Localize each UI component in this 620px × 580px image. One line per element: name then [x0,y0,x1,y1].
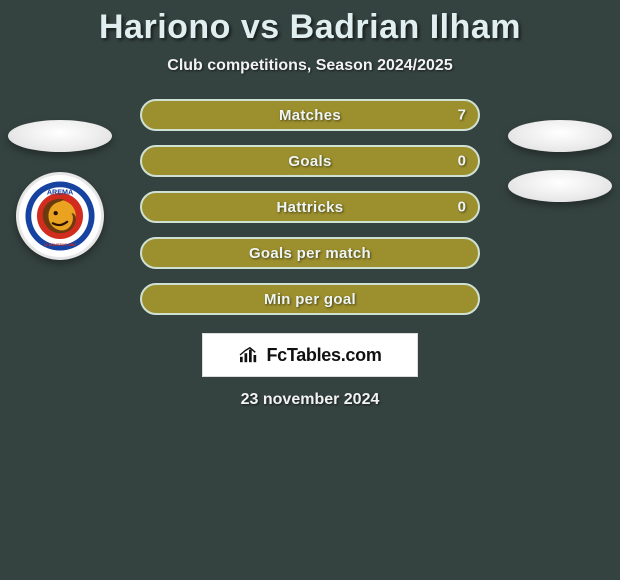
bar-chart-icon [238,346,260,364]
stat-value: 0 [458,199,466,216]
page-subtitle: Club competitions, Season 2024/2025 [0,57,620,75]
stat-row-hattricks: Hattricks 0 [140,191,480,223]
right-column [508,120,612,202]
badge-subtext: 11 AGUSTUS 1987 [44,243,76,247]
stat-row-goals: Goals 0 [140,145,480,177]
badge-title: AREMA [47,187,73,196]
arema-logo-icon: AREMA 11 AGUSTUS 1987 [24,180,96,252]
stat-label: Matches [279,107,341,124]
stat-row-matches: Matches 7 [140,99,480,131]
stat-value: 7 [458,107,466,124]
club-badge-arema: AREMA 11 AGUSTUS 1987 [16,172,104,260]
page-title: Hariono vs Badrian Ilham [0,0,620,47]
brand-text: FcTables.com [266,345,381,366]
footer-date: 23 november 2024 [0,391,620,409]
player-ellipse-right-2 [508,170,612,202]
stat-row-min-per-goal: Min per goal [140,283,480,315]
brand-box: FcTables.com [202,333,418,377]
stat-label: Goals per match [249,245,371,262]
left-column: AREMA 11 AGUSTUS 1987 [8,120,112,260]
stat-label: Min per goal [264,291,356,308]
stat-label: Goals [288,153,331,170]
stat-label: Hattricks [277,199,344,216]
player-ellipse-left [8,120,112,152]
stat-value: 0 [458,153,466,170]
stats-list: Matches 7 Goals 0 Hattricks 0 Goals per … [140,99,480,315]
player-ellipse-right-1 [508,120,612,152]
stat-row-goals-per-match: Goals per match [140,237,480,269]
